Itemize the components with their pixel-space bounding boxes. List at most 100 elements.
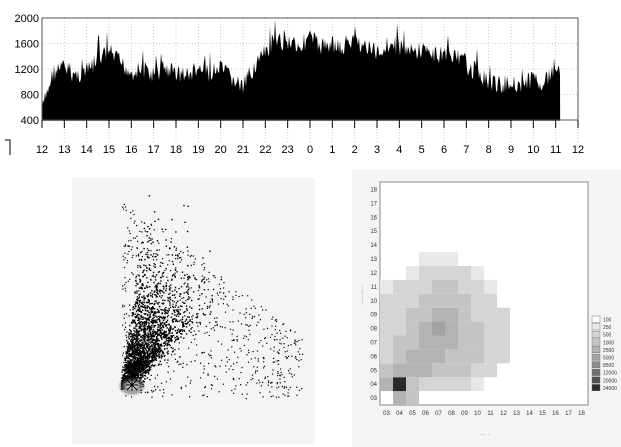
scatter-point — [282, 337, 284, 339]
scatter-point — [150, 342, 152, 344]
scatter-point — [160, 322, 162, 325]
scatter-point — [185, 326, 188, 328]
scatter-point — [125, 369, 128, 371]
scatter-point — [158, 326, 160, 328]
scatter-point — [284, 394, 286, 396]
scatter-point — [149, 316, 152, 318]
scatter-point — [146, 358, 148, 360]
scatter-point — [272, 357, 275, 359]
scatter-point — [157, 343, 159, 346]
scatter-point — [179, 257, 181, 259]
scatter-point — [152, 313, 155, 315]
scatter-point — [276, 387, 278, 389]
scatter-point — [202, 313, 204, 315]
scatter-point — [130, 355, 132, 357]
scatter-point — [250, 307, 252, 309]
scatter-point — [148, 316, 150, 319]
scatter-point — [201, 293, 203, 295]
scatter-point — [181, 333, 183, 335]
scatter-point — [124, 287, 126, 289]
scatter-point — [136, 298, 139, 300]
legend-swatch — [591, 384, 601, 391]
heatmap-cell — [432, 252, 445, 266]
scatter-point — [160, 382, 163, 384]
scatter-point — [138, 366, 141, 368]
scatter-point — [254, 357, 256, 359]
scatter-point — [123, 366, 125, 369]
scatter-point — [150, 239, 152, 241]
scatter-point — [140, 344, 142, 346]
scatter-point — [135, 255, 137, 257]
scatter-point — [296, 341, 298, 343]
scatter-point — [235, 291, 237, 293]
scatter-point — [182, 324, 184, 326]
scatter-point — [167, 310, 169, 313]
scatter-point — [197, 290, 199, 292]
scatter-point — [280, 343, 282, 345]
scatter-point — [281, 385, 283, 388]
scatter-point — [153, 321, 155, 323]
scatter-point — [144, 353, 146, 355]
scatter-point — [182, 321, 184, 323]
scatter-point — [146, 270, 148, 272]
scatter-point — [158, 301, 160, 304]
scatter-point — [171, 279, 173, 281]
scatter-point — [135, 316, 138, 319]
legend-swatch — [591, 361, 601, 369]
scatter-point — [138, 290, 140, 292]
scatter-point — [149, 368, 152, 371]
scatter-point — [173, 273, 175, 276]
scatter-point — [135, 374, 138, 376]
scatter-point — [140, 287, 142, 290]
scatter-point — [171, 290, 174, 292]
scatter-point — [223, 298, 225, 300]
scatter-point — [135, 279, 137, 281]
scatter-point — [131, 351, 133, 353]
scatter-point — [181, 305, 183, 308]
scatter-point — [142, 350, 145, 352]
scatter-point — [276, 383, 278, 385]
scatter-point — [128, 353, 130, 355]
legend-swatch — [591, 330, 601, 338]
scatter-point — [126, 339, 128, 342]
legend-label: 1000 — [603, 340, 614, 346]
scatter-point — [174, 358, 176, 360]
x-tick-label: 19 — [192, 144, 204, 156]
scatter-point — [128, 245, 130, 247]
scatter-point — [168, 307, 170, 310]
scatter-point — [150, 355, 152, 357]
scatter-point — [262, 381, 264, 384]
scatter-point — [137, 253, 140, 256]
scatter-point — [157, 324, 159, 326]
scatter-point — [152, 335, 154, 338]
scatter-point — [154, 333, 157, 335]
scatter-point — [171, 351, 174, 353]
scatter-point — [166, 351, 168, 353]
scatter-point — [128, 329, 131, 331]
heatmap-cell — [393, 377, 406, 392]
scatter-point — [138, 348, 140, 351]
scatter-point — [141, 371, 143, 373]
scatter-point — [130, 344, 132, 346]
scatter-point — [186, 316, 189, 318]
x-tick-label: 12 — [572, 144, 584, 156]
scatter-point — [124, 276, 126, 279]
scatter-point — [149, 307, 151, 309]
scatter-point — [255, 370, 257, 372]
scatter-point — [248, 329, 250, 331]
scatter-point — [235, 294, 237, 296]
scatter-point — [155, 346, 157, 349]
scatter-point — [127, 374, 129, 376]
scatter-point — [178, 348, 180, 350]
scatter-point — [155, 355, 158, 357]
scatter-point — [158, 354, 160, 356]
scatter-point — [176, 310, 178, 313]
scatter-point — [147, 295, 149, 297]
scatter-point — [183, 330, 186, 332]
scatter-point — [126, 345, 128, 348]
scatter-point — [232, 377, 234, 380]
scatter-point — [141, 302, 143, 305]
scatter-point — [291, 376, 293, 378]
scatter-point — [171, 394, 173, 396]
scatter-point — [141, 321, 143, 323]
